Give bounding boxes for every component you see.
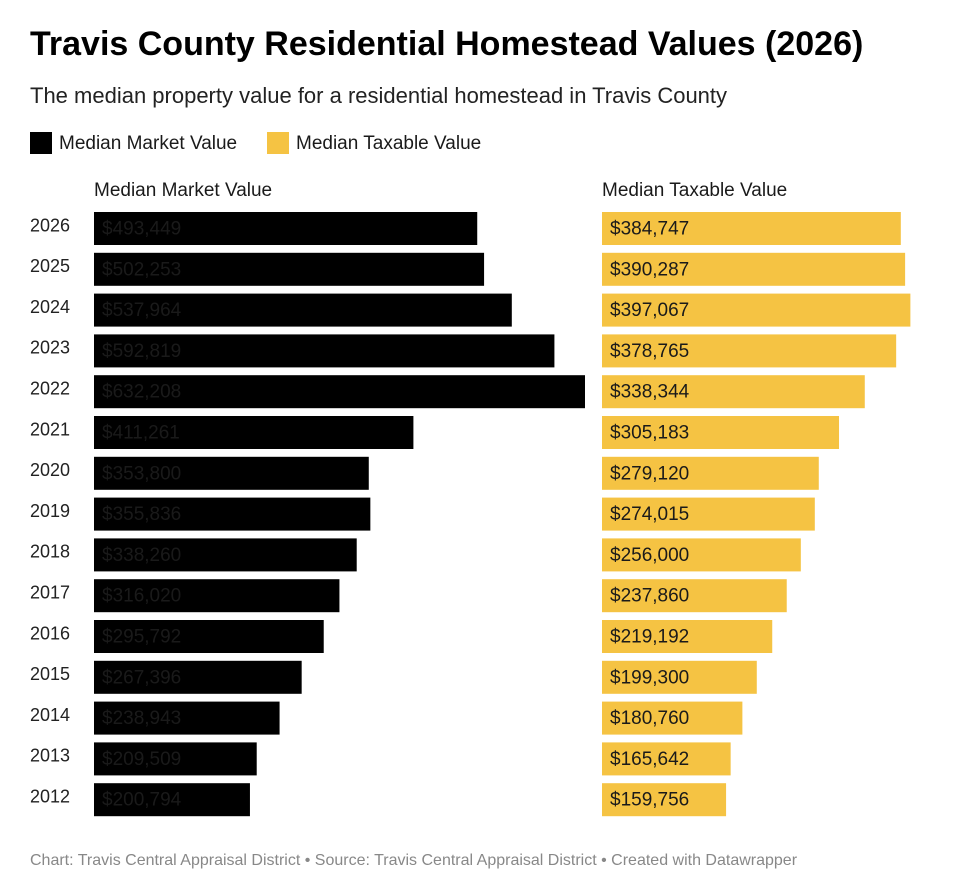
value-label: $355,836	[102, 504, 181, 525]
year-label: 2023	[30, 338, 70, 358]
bar	[602, 497, 815, 531]
value-label: $338,344	[610, 382, 690, 403]
value-label: $200,794	[102, 790, 182, 811]
year-label: 2016	[30, 623, 70, 643]
value-label: $305,183	[610, 423, 689, 444]
value-label: $316,020	[102, 586, 181, 607]
legend-swatch	[30, 132, 52, 154]
bar	[94, 212, 478, 245]
year-label: 2017	[30, 582, 70, 602]
bar	[94, 579, 340, 613]
bar	[94, 293, 512, 327]
value-label: $502,253	[102, 259, 181, 280]
value-label: $378,765	[610, 341, 689, 362]
year-label: 2013	[30, 746, 70, 766]
value-label: $592,819	[102, 341, 181, 362]
value-label: $267,396	[102, 667, 181, 688]
year-label: 2014	[30, 705, 70, 725]
value-label: $159,756	[610, 790, 689, 811]
year-label: 2015	[30, 664, 70, 684]
value-label: $279,120	[610, 463, 689, 484]
value-label: $632,208	[102, 382, 181, 403]
legend-label: Median Market Value	[59, 133, 237, 154]
bar	[602, 660, 757, 694]
bar	[602, 293, 911, 327]
value-label: $411,261	[102, 423, 180, 444]
year-label: 2021	[30, 419, 70, 439]
bar	[94, 742, 257, 776]
value-label: $199,300	[610, 667, 689, 688]
bar	[602, 375, 865, 409]
value-label: $353,800	[102, 463, 181, 484]
bar	[602, 416, 840, 449]
bar	[602, 212, 901, 245]
bar	[602, 456, 819, 490]
year-label: 2022	[30, 378, 70, 398]
bar	[602, 742, 731, 776]
value-label: $237,860	[610, 586, 689, 607]
chart-subtitle: The median property value for a resident…	[30, 83, 727, 108]
column-header: Median Market Value	[94, 180, 272, 201]
value-label: $165,642	[610, 749, 689, 770]
bar	[602, 252, 906, 286]
year-label: 2020	[30, 460, 70, 480]
value-label: $274,015	[610, 504, 689, 525]
column-header: Median Taxable Value	[602, 180, 787, 201]
bar	[602, 538, 801, 572]
year-label: 2012	[30, 786, 70, 806]
value-label: $493,449	[102, 219, 181, 240]
bar	[602, 579, 787, 613]
bar	[94, 334, 555, 368]
value-label: $390,287	[610, 259, 689, 280]
year-label: 2026	[30, 215, 70, 235]
value-label: $180,760	[610, 708, 689, 729]
bar	[94, 375, 585, 409]
value-label: $219,192	[610, 627, 689, 648]
bar	[94, 497, 371, 531]
value-label: $397,067	[610, 300, 689, 321]
year-label: 2024	[30, 297, 70, 317]
value-label: $295,792	[102, 627, 181, 648]
legend-label: Median Taxable Value	[296, 133, 481, 154]
value-label: $238,943	[102, 708, 181, 729]
value-label: $256,000	[610, 545, 689, 566]
bar	[94, 538, 357, 572]
value-label: $209,509	[102, 749, 181, 770]
bar	[94, 701, 280, 735]
bar	[94, 416, 414, 449]
bar	[602, 334, 897, 368]
bar	[602, 620, 773, 653]
bar	[602, 701, 743, 735]
value-label: $537,964	[102, 300, 182, 321]
chart-footer: Chart: Travis Central Appraisal District…	[30, 852, 798, 869]
bar	[94, 783, 250, 817]
bar	[94, 456, 369, 490]
bar	[602, 783, 727, 817]
year-label: 2019	[30, 501, 70, 521]
chart-title: Travis County Residential Homestead Valu…	[30, 25, 863, 63]
bar	[94, 620, 324, 653]
year-label: 2025	[30, 256, 70, 276]
legend-swatch	[267, 132, 289, 154]
year-label: 2018	[30, 542, 70, 562]
bar	[94, 252, 485, 286]
value-label: $338,260	[102, 545, 181, 566]
bar	[94, 660, 302, 694]
value-label: $384,747	[610, 219, 689, 240]
